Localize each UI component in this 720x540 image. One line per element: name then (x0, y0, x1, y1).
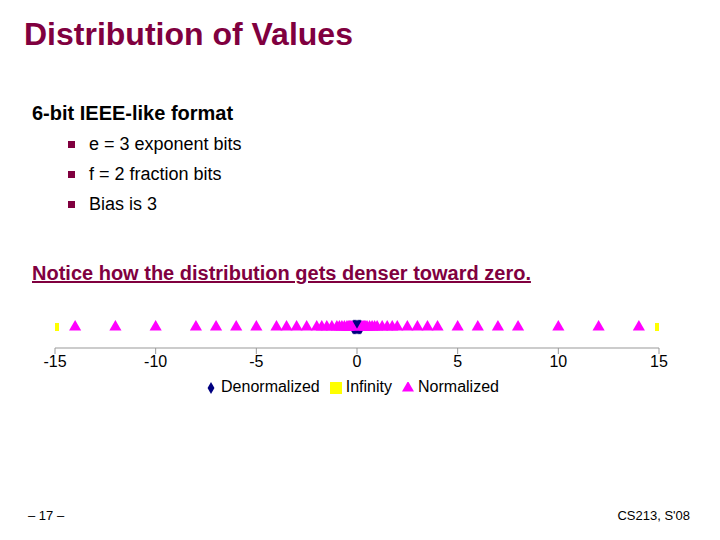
html-text:f = 2 fraction bits: f = 2 fraction bits (89, 164, 222, 184)
svg-text:0: 0 (353, 353, 362, 370)
svg-text:10: 10 (549, 353, 567, 370)
html-text:Infinity: Infinity (345, 378, 392, 395)
html-text:e = 3 exponent bits: e = 3 exponent bits (89, 134, 242, 154)
html-text:Denormalized: Denormalized (221, 378, 320, 395)
html-text:– 17 –: – 17 – (28, 508, 65, 523)
svg-text:-10: -10 (144, 353, 167, 370)
html-text:Distribution of Values: Distribution of Values (24, 16, 353, 52)
html-text:6-bit IEEE-like format: 6-bit IEEE-like format (32, 102, 234, 124)
svg-text:-5: -5 (249, 353, 263, 370)
html-text:Notice how the distribution ge: Notice how the distribution gets denser … (32, 262, 531, 284)
html-text:Bias is 3: Bias is 3 (89, 194, 157, 214)
html-text:Normalized: Normalized (418, 378, 499, 395)
svg-text:15: 15 (650, 353, 668, 370)
svg-text:5: 5 (453, 353, 462, 370)
html-text:CS213, S'08: CS213, S'08 (617, 508, 690, 523)
svg-text:-15: -15 (43, 353, 66, 370)
